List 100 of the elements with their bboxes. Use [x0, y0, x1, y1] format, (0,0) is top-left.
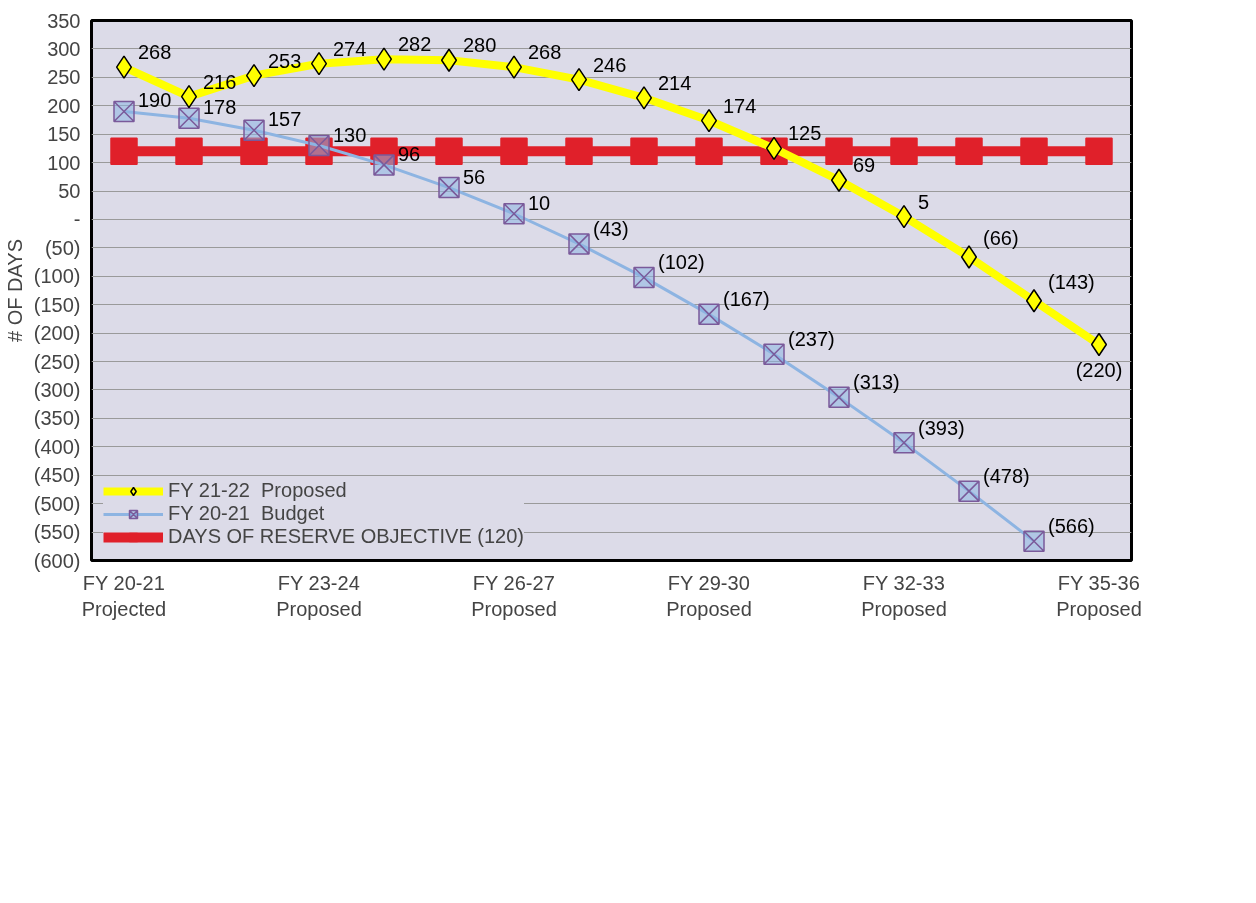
data-label: (393) [918, 416, 965, 439]
point [958, 480, 980, 502]
point [435, 137, 463, 165]
y-tick-label: 50 [58, 180, 81, 203]
y-tick-label: (100) [33, 265, 81, 288]
y-tick-label: (300) [33, 378, 81, 401]
point [568, 233, 590, 255]
data-label: 214 [658, 71, 692, 94]
point [828, 386, 850, 409]
point [565, 137, 593, 165]
x-tick-label: FY 29-30 Proposed [666, 571, 752, 620]
point [633, 266, 655, 289]
data-label: 125 [788, 122, 822, 145]
legend-label: DAYS OF RESERVE OBJECTIVE (120) [168, 525, 525, 548]
point [500, 137, 528, 165]
data-label: 253 [268, 49, 302, 72]
point [175, 137, 203, 165]
point [370, 137, 398, 165]
y-tick-label: (500) [33, 492, 81, 515]
point [503, 203, 525, 225]
data-label: 157 [268, 108, 302, 131]
data-label: (143) [1048, 270, 1095, 293]
data-label: (102) [658, 251, 705, 274]
data-label: (478) [983, 465, 1030, 488]
point [630, 137, 658, 165]
y-tick-label: (250) [33, 350, 81, 373]
y-tick-label: (350) [33, 407, 81, 430]
y-tick-label: (550) [33, 521, 81, 544]
data-label: (66) [983, 226, 1019, 249]
point [115, 55, 133, 79]
point [825, 137, 853, 165]
data-label: 246 [593, 53, 627, 76]
point [765, 136, 783, 161]
point [180, 84, 198, 109]
data-label: 268 [138, 41, 172, 64]
point [1025, 288, 1043, 313]
x-tick-label: FY 20-21 Projected [81, 571, 167, 620]
point [695, 137, 723, 165]
point [1085, 137, 1113, 165]
y-tick-label: (450) [33, 464, 81, 487]
data-label: (237) [788, 328, 835, 351]
data-label: (167) [723, 288, 770, 311]
data-label: 280 [463, 34, 497, 57]
point [895, 204, 913, 229]
point [438, 176, 460, 199]
point [830, 168, 848, 192]
point [763, 343, 785, 365]
point [893, 432, 915, 454]
y-tick-label: 100 [47, 151, 81, 174]
y-tick-label: 250 [47, 66, 81, 89]
y-tick-label: 150 [47, 123, 81, 146]
x-tick-label: FY 23-24 Proposed [276, 571, 362, 620]
point [1023, 530, 1045, 552]
legend-label: FY 20-21 Budget [168, 502, 325, 525]
data-label: 69 [853, 154, 876, 177]
point [178, 107, 200, 130]
y-tick-label: 200 [47, 94, 81, 117]
data-label: 5 [918, 190, 930, 213]
data-label: (313) [853, 371, 900, 394]
point [240, 137, 268, 165]
data-label: (566) [1048, 515, 1095, 538]
point [1020, 137, 1048, 165]
y-tick-label: (400) [33, 435, 81, 458]
data-label: 10 [528, 191, 551, 214]
y-axis-title: # OF DAYS [3, 238, 26, 342]
data-label: 174 [723, 94, 757, 117]
data-label: 282 [398, 33, 432, 56]
data-label: 130 [333, 123, 367, 146]
legend-label: FY 21-22 Proposed [168, 479, 347, 502]
point [243, 119, 265, 141]
y-tick-label: (50) [44, 236, 81, 259]
y-tick-label: - [73, 208, 81, 231]
y-tick-label: (600) [33, 549, 81, 572]
point [373, 154, 395, 176]
y-tick-label: (150) [33, 293, 81, 316]
point [310, 51, 328, 76]
point [440, 48, 458, 73]
point [700, 108, 718, 133]
x-tick-label: FY 32-33 Proposed [861, 571, 947, 620]
data-label: 268 [528, 41, 562, 64]
x-tick-label: FY 26-27 Proposed [471, 571, 557, 620]
data-label: 190 [138, 89, 172, 112]
point [110, 137, 138, 165]
y-tick-label: 300 [47, 37, 81, 60]
point [960, 245, 978, 269]
data-label: 274 [333, 37, 367, 60]
point [113, 100, 135, 123]
data-label: 178 [203, 96, 237, 119]
x-tick-label: FY 35-36 Proposed [1056, 571, 1142, 620]
point [505, 55, 523, 79]
data-label: (220) [1075, 358, 1123, 381]
point [570, 67, 588, 92]
y-tick-label: 350 [47, 9, 81, 32]
data-label: 56 [463, 165, 486, 188]
point [1090, 332, 1108, 357]
data-label: (43) [593, 217, 629, 240]
point [890, 137, 918, 165]
point [635, 86, 653, 110]
y-tick-label: (200) [33, 322, 81, 345]
point [698, 303, 720, 326]
